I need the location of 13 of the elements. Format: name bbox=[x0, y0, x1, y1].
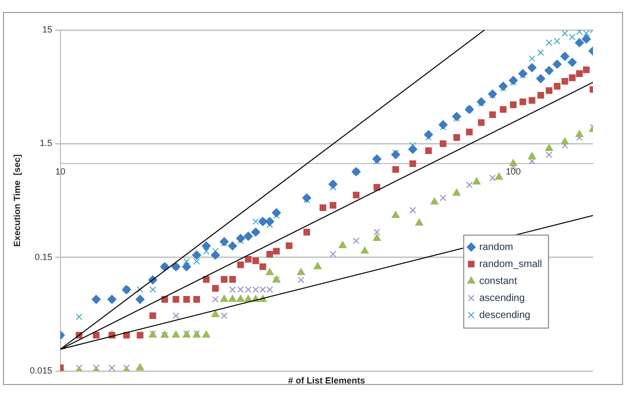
legend-label: random bbox=[479, 242, 514, 253]
y-axis-title: Execution Time [sec] bbox=[12, 154, 22, 247]
x-axis-title: # of List Elements bbox=[288, 375, 366, 386]
x-tick-label: 10 bbox=[55, 166, 66, 177]
y-tick-label: 1.5 bbox=[40, 138, 52, 148]
y-tick-label: 15 bbox=[42, 24, 52, 34]
y-tick-label: 0.15 bbox=[34, 252, 52, 262]
legend-label: ascending bbox=[479, 292, 525, 304]
y-tick-label: 0.015 bbox=[30, 365, 52, 376]
legend-label: descending bbox=[479, 310, 530, 321]
x-tick-label: 100 bbox=[506, 166, 521, 177]
legend-label: constant bbox=[479, 276, 518, 287]
legend-label: random_small bbox=[479, 258, 542, 270]
